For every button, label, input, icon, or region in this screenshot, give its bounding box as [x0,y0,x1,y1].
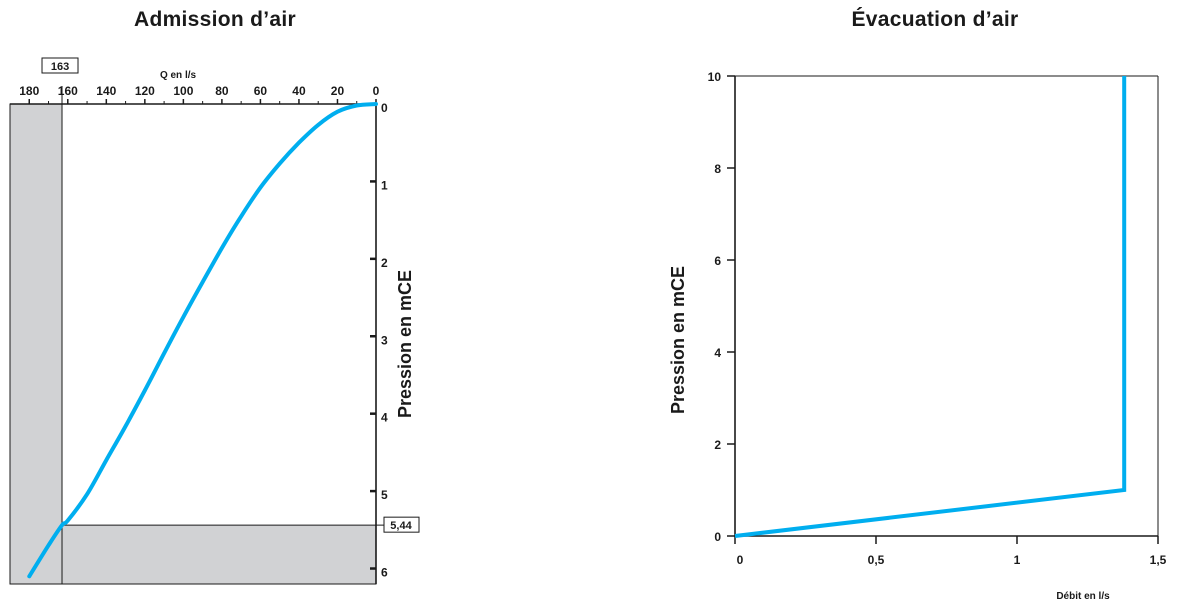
chart-title-admission: Admission d’air [133,8,297,31]
y-axis-title: Pression en mCE [395,270,415,418]
series-line [27,102,378,579]
value-box-163 [41,57,79,74]
admission-chart: 180 160 140 120 100 80 60 40 20 0 Q en l/s 0 1 2 3 4 5 6 P… [9,57,420,585]
x-tick-label: 160 [58,84,78,98]
y-axis-title: Pression en mCE [668,266,688,414]
y-tick-label: 1 [381,178,388,192]
y-tick-label: 3 [381,333,388,347]
x-tick-label: 0 [737,553,744,567]
x-tick-label: 100 [173,84,193,98]
y-tick-label: 5 [381,488,388,502]
y-tick-label: 6 [381,566,388,580]
y-tick-label: 2 [714,438,721,452]
x-tick-label: 1,5 [1150,553,1167,567]
y-tick-label: 4 [381,411,388,425]
x-tick-label: 40 [292,84,306,98]
x-axis-title: Débit en l/s [1056,591,1110,602]
y-tick-label: 6 [714,254,721,268]
shaded-region-pressure [62,525,376,584]
x-axis-title: Q en l/s [160,70,197,81]
x-tick-label: 0 [373,84,380,98]
y-tick-label: 10 [708,70,722,84]
value-label-163: 163 [51,61,69,73]
x-tick-label: 20 [331,84,345,98]
y-tick-label: 8 [714,162,721,176]
y-tick-label: 2 [381,256,388,270]
x-tick-label: 120 [135,84,155,98]
shaded-region-flow [10,104,63,584]
x-tick-label: 1 [1014,553,1021,567]
x-tick-label: 180 [19,84,39,98]
y-tick-label: 0 [381,101,388,115]
evacuation-chart: 0 2 4 6 8 10 0 0,5 1 1,5 Débit en l/s Pression en m… [668,70,1167,602]
y-tick-label: 0 [714,530,721,544]
x-tick-label: 80 [215,84,229,98]
chart-title-evacuation: Évacuation d’air [851,8,1019,31]
y-tick-label: 4 [714,346,721,360]
x-tick-label: 140 [96,84,116,98]
x-tick-label: 0,5 [868,553,885,567]
value-box-544 [383,516,420,533]
value-label-544: 5,44 [390,520,412,532]
series-line [734,76,1127,538]
x-tick-label: 60 [254,84,268,98]
plot-frame [9,103,377,585]
